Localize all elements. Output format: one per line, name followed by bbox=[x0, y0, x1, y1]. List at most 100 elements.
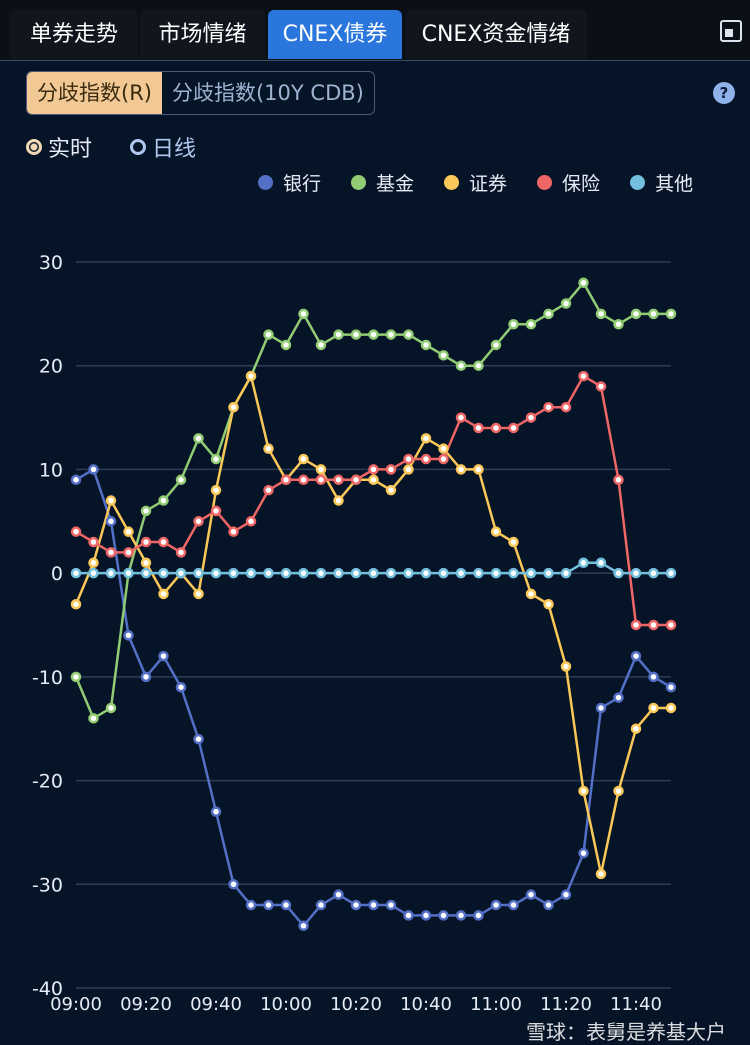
legend-dot-icon bbox=[537, 175, 553, 190]
tab-cnex-funding-sentiment[interactable]: CNEX资金情绪 bbox=[405, 10, 587, 59]
legend-item[interactable]: 证券 bbox=[444, 169, 507, 196]
legend-label: 证券 bbox=[469, 173, 508, 195]
legend-label: 保险 bbox=[562, 173, 601, 195]
data-point bbox=[368, 329, 379, 340]
data-point bbox=[350, 329, 362, 340]
data-point bbox=[158, 588, 169, 600]
data-point bbox=[263, 899, 274, 911]
data-point bbox=[385, 329, 397, 340]
y-tick-label: 20 bbox=[39, 356, 63, 378]
data-point bbox=[490, 567, 502, 579]
data-point bbox=[350, 474, 362, 486]
data-point bbox=[420, 339, 432, 351]
data-point bbox=[88, 557, 99, 569]
data-point bbox=[210, 567, 222, 579]
legend-item[interactable]: 基金 bbox=[351, 169, 414, 196]
data-point bbox=[403, 453, 414, 465]
data-point bbox=[455, 910, 467, 921]
legend-item[interactable]: 保险 bbox=[537, 169, 600, 196]
data-point bbox=[438, 910, 449, 921]
data-point bbox=[123, 630, 134, 641]
data-point bbox=[175, 547, 187, 558]
data-point bbox=[543, 401, 554, 413]
data-point bbox=[473, 567, 484, 579]
data-point bbox=[525, 318, 537, 330]
data-point bbox=[665, 619, 677, 631]
y-tick-label: -30 bbox=[32, 874, 63, 896]
tab-single-bond[interactable]: 单券走势 bbox=[10, 10, 138, 59]
tab-market-sentiment[interactable]: 市场情绪 bbox=[140, 10, 265, 59]
data-point bbox=[630, 567, 642, 579]
data-point bbox=[175, 567, 187, 579]
data-point bbox=[175, 681, 187, 693]
data-point bbox=[403, 329, 414, 340]
legend-item[interactable]: 银行 bbox=[258, 169, 321, 196]
data-point bbox=[70, 474, 82, 486]
data-point bbox=[403, 464, 414, 475]
legend-label: 银行 bbox=[283, 173, 322, 195]
data-point bbox=[158, 650, 169, 662]
data-point bbox=[613, 692, 624, 703]
data-point bbox=[228, 526, 239, 537]
data-point bbox=[403, 567, 414, 579]
data-point bbox=[578, 557, 589, 569]
data-point bbox=[630, 619, 642, 631]
data-point bbox=[210, 505, 222, 517]
data-point bbox=[560, 401, 572, 413]
index-type-segment: 分歧指数(R) 分歧指数(10Y CDB) bbox=[26, 71, 375, 115]
data-point bbox=[88, 536, 99, 548]
expand-icon[interactable] bbox=[720, 20, 742, 42]
data-point bbox=[298, 474, 309, 486]
data-point bbox=[280, 339, 292, 351]
legend-item[interactable]: 其他 bbox=[630, 169, 693, 196]
data-point bbox=[648, 671, 659, 683]
radio-daily[interactable]: 日线 bbox=[130, 131, 196, 163]
x-tick-label: 10:40 bbox=[400, 994, 452, 1015]
x-tick-label: 09:40 bbox=[190, 994, 242, 1015]
radio-realtime[interactable]: 实时 bbox=[26, 131, 92, 163]
data-point bbox=[193, 567, 204, 579]
data-point bbox=[595, 308, 607, 320]
data-point bbox=[210, 484, 222, 496]
data-point bbox=[438, 443, 449, 454]
data-point bbox=[123, 547, 134, 558]
data-point bbox=[473, 464, 484, 475]
data-point bbox=[630, 308, 642, 320]
data-point bbox=[508, 536, 519, 548]
data-point bbox=[193, 433, 204, 444]
data-point bbox=[350, 899, 362, 911]
data-point bbox=[595, 702, 607, 714]
data-point bbox=[368, 474, 379, 486]
data-point bbox=[70, 671, 82, 683]
data-point bbox=[543, 567, 554, 579]
x-tick-label: 10:00 bbox=[260, 994, 312, 1015]
data-point bbox=[105, 702, 117, 714]
data-point bbox=[473, 910, 484, 921]
data-point bbox=[613, 785, 624, 797]
data-point bbox=[560, 661, 572, 672]
x-tick-label: 11:40 bbox=[610, 994, 662, 1015]
data-point bbox=[525, 588, 537, 600]
data-point bbox=[228, 879, 239, 890]
segment-divergence-r[interactable]: 分歧指数(R) bbox=[27, 72, 162, 114]
help-icon[interactable]: ? bbox=[713, 82, 735, 104]
data-point bbox=[123, 567, 134, 579]
data-point bbox=[298, 308, 309, 320]
data-point bbox=[543, 599, 554, 610]
data-point bbox=[385, 899, 397, 911]
legend-dot-icon bbox=[630, 175, 646, 190]
data-point bbox=[193, 733, 204, 745]
data-point bbox=[455, 360, 467, 371]
data-point bbox=[158, 536, 169, 548]
data-point bbox=[578, 370, 589, 382]
data-point bbox=[193, 588, 204, 600]
data-point bbox=[630, 723, 642, 734]
data-point bbox=[508, 422, 519, 434]
data-point bbox=[333, 495, 344, 506]
data-point bbox=[228, 567, 239, 579]
data-point bbox=[403, 910, 414, 921]
segment-divergence-10y-cdb[interactable]: 分歧指数(10Y CDB) bbox=[171, 81, 364, 105]
tab-cnex-bond[interactable]: CNEX债券 bbox=[268, 10, 402, 59]
data-point bbox=[350, 567, 362, 579]
